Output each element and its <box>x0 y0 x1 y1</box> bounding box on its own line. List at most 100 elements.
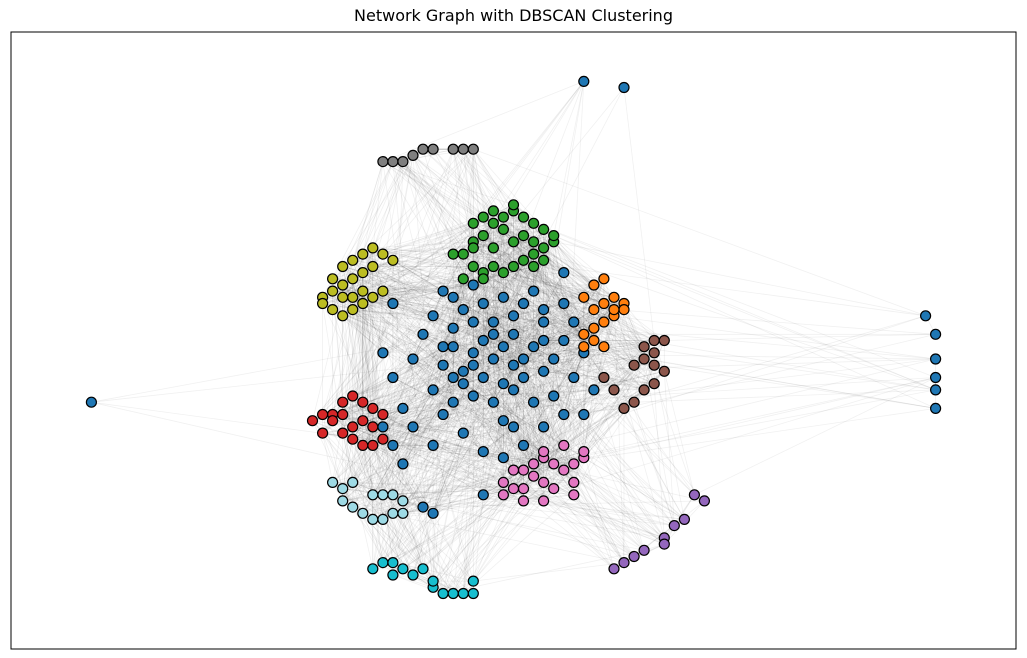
graph-node <box>447 587 459 600</box>
graph-edge <box>332 346 444 422</box>
graph-edge <box>483 272 544 310</box>
graph-edge <box>342 284 444 292</box>
graph-edge <box>412 358 524 428</box>
graph-edge <box>422 334 454 403</box>
graph-edge <box>352 278 594 341</box>
graph-edge <box>342 358 414 415</box>
graph-edge <box>362 266 374 304</box>
graph-edge <box>392 260 404 409</box>
graph-edge <box>432 463 534 582</box>
graph-edge <box>352 395 384 415</box>
graph-edge <box>533 223 615 310</box>
graph-node <box>588 384 600 396</box>
graph-edge <box>362 358 414 514</box>
graph-edge <box>473 284 554 360</box>
graph-edge <box>472 500 544 582</box>
graph-node <box>527 236 540 248</box>
graph-edge <box>503 260 544 483</box>
graph-edge <box>412 358 434 391</box>
graph-edge <box>513 377 524 471</box>
graph-edge <box>523 358 544 428</box>
graph-edge <box>392 161 434 588</box>
graph-edge <box>573 377 695 496</box>
graph-edge <box>573 303 605 323</box>
graph-edge <box>643 352 655 391</box>
graph-node <box>467 143 479 155</box>
graph-edge <box>493 223 524 304</box>
graph-edge <box>493 358 524 446</box>
graph-edge <box>382 494 474 582</box>
graph-node <box>357 415 369 427</box>
graph-edge <box>442 346 554 397</box>
graph-edge <box>503 457 544 502</box>
graph-edge <box>472 223 494 267</box>
graph-edge <box>533 284 595 465</box>
graph-edge <box>563 377 575 415</box>
graph-edge <box>452 149 464 255</box>
graph-edge <box>362 383 655 446</box>
graph-edge <box>442 395 474 415</box>
graph-node <box>507 199 520 211</box>
graph-edge <box>613 315 645 360</box>
graph-edge <box>312 420 404 514</box>
graph-edge <box>603 321 645 360</box>
graph-edge <box>382 389 434 440</box>
graph-edge <box>362 155 414 446</box>
graph-edge <box>473 284 584 335</box>
graph-edge <box>392 513 454 594</box>
graph-edge <box>523 358 534 403</box>
graph-edge <box>533 266 645 348</box>
graph-edge <box>91 309 594 403</box>
graph-edge <box>543 321 645 551</box>
graph-edge <box>432 315 454 347</box>
graph-edge <box>482 81 585 236</box>
graph-edge <box>653 383 665 538</box>
graph-edge <box>382 303 625 415</box>
graph-edge <box>382 408 404 495</box>
graph-edge <box>372 148 474 267</box>
graph-edge <box>422 334 484 452</box>
graph-edge <box>503 377 605 483</box>
graph-node <box>598 273 610 285</box>
graph-node <box>387 569 399 581</box>
graph-edge <box>422 334 464 372</box>
graph-node <box>517 353 530 365</box>
graph-node <box>507 236 520 248</box>
graph-edge <box>563 272 605 304</box>
graph-edge <box>533 266 544 372</box>
graph-edge <box>533 222 936 378</box>
graph-edge <box>332 364 444 422</box>
graph-edge <box>322 414 384 520</box>
graph-edge <box>613 297 625 563</box>
graph-node <box>467 260 479 273</box>
graph-edge <box>372 352 474 428</box>
graph-edge <box>473 333 514 366</box>
graph-edge <box>513 266 524 304</box>
graph-edge <box>342 260 354 316</box>
graph-node <box>698 495 711 507</box>
graph-edge <box>442 340 484 366</box>
graph-edge <box>523 260 605 378</box>
graph-edge <box>553 241 615 298</box>
graph-edge <box>342 488 444 594</box>
graph-edge <box>503 457 534 477</box>
graph-node <box>327 476 339 488</box>
graph-edge <box>493 333 625 409</box>
graph-edge <box>362 229 544 514</box>
graph-edge <box>523 260 544 372</box>
graph-edge <box>372 229 544 520</box>
graph-edge <box>452 402 484 495</box>
graph-edge <box>603 377 645 391</box>
graph-edge <box>543 272 565 310</box>
graph-edge <box>382 414 424 569</box>
graph-edge <box>322 278 353 298</box>
graph-edge <box>503 346 554 360</box>
graph-edge <box>352 309 434 317</box>
graph-edge <box>412 426 514 489</box>
graph-edge <box>513 364 685 520</box>
graph-node <box>477 371 489 384</box>
graph-edge <box>483 303 615 391</box>
graph-edge <box>362 445 414 576</box>
graph-edge <box>543 352 584 372</box>
graph-edge <box>503 426 514 483</box>
